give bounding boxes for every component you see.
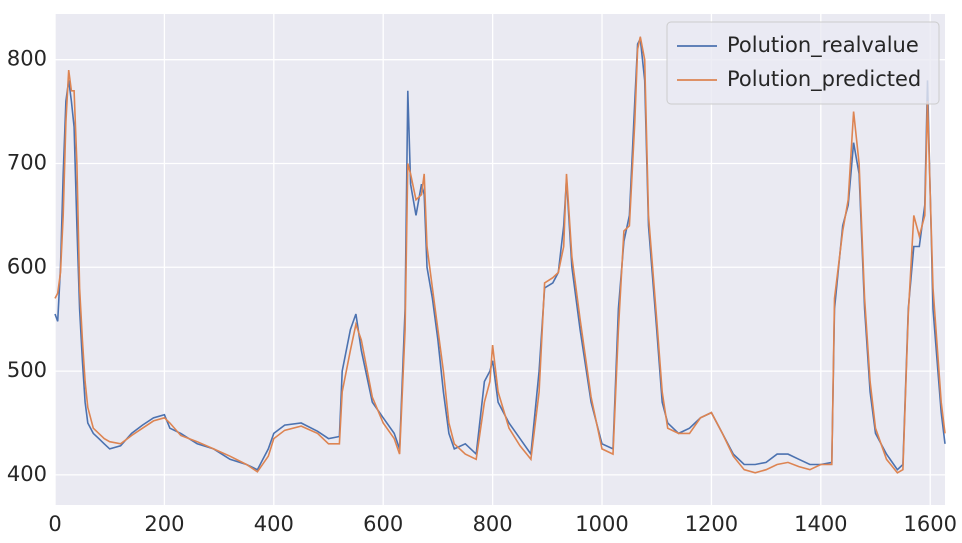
legend-box: [666, 21, 940, 105]
x-tick-label: 1400: [794, 512, 847, 536]
y-tick-label: 800: [7, 47, 47, 71]
x-tick-label: 1000: [575, 512, 628, 536]
series-line: [54, 36, 946, 474]
y-tick-label: 600: [7, 254, 47, 278]
x-tick-label: 400: [254, 512, 294, 536]
y-tick-label: 400: [7, 462, 47, 486]
x-tick-label: 1200: [685, 512, 738, 536]
x-tick-label: 200: [144, 512, 184, 536]
legend-label: Polution_realvalue: [727, 33, 919, 58]
x-tick-label: 1600: [904, 512, 957, 536]
legend-label: Polution_predicted: [727, 67, 921, 92]
y-tick-label: 500: [7, 358, 47, 382]
y-tick-label: 700: [7, 150, 47, 174]
x-tick-label: 0: [48, 512, 61, 536]
x-tick-label: 600: [363, 512, 403, 536]
x-tick-label: 800: [473, 512, 513, 536]
